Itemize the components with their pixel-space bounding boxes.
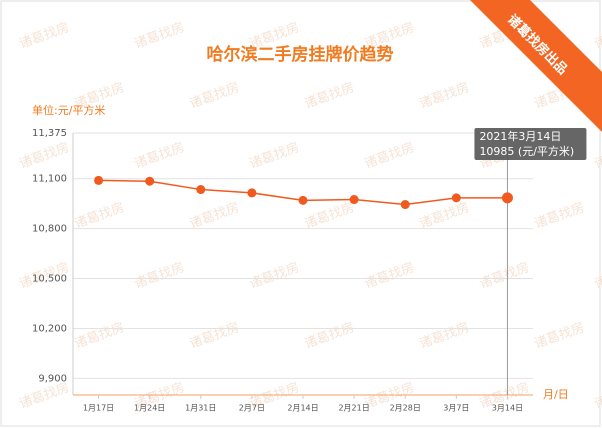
point: [349, 195, 359, 205]
point: [247, 188, 257, 198]
x-tick-label: 1月31日: [185, 404, 216, 413]
x-tick-label: 3月14日: [492, 404, 523, 413]
x-tick-label: 3月7日: [443, 404, 469, 413]
watermark: 诸葛找房: [592, 139, 602, 172]
watermark: 诸葛找房: [592, 19, 602, 52]
y-tick-label: 11,100: [32, 174, 67, 185]
y-tick-label: 9,900: [38, 373, 67, 384]
badge-ribbon: [470, 0, 602, 132]
x-tick-label: 2月7日: [239, 404, 265, 413]
point: [298, 195, 308, 205]
tooltip-value: 10985 (元/平方米): [479, 144, 574, 158]
watermark: 诸葛找房: [592, 259, 602, 292]
x-tick-label: 2月28日: [390, 404, 421, 413]
tooltip-box: [474, 128, 587, 160]
chart-title: 哈尔滨二手房挂牌价趋势: [207, 44, 394, 65]
x-tick-label: 1月24日: [134, 404, 165, 413]
y-tick-label: 10,200: [32, 323, 67, 334]
x-axis-label: 月/日: [543, 388, 569, 401]
y-tick-label: 10,500: [32, 274, 67, 285]
x-tick-label: 2月14日: [287, 404, 318, 413]
y-tick-label: 10,800: [32, 224, 67, 235]
point: [451, 193, 461, 203]
point: [501, 192, 513, 204]
point: [145, 176, 155, 186]
point: [94, 175, 104, 185]
watermark: 诸葛找房: [592, 379, 602, 412]
x-tick-label: 2月21日: [338, 404, 369, 413]
y-tick-label: 11,375: [32, 128, 67, 139]
point: [196, 185, 206, 195]
point: [400, 200, 410, 210]
x-tick-label: 1月17日: [83, 404, 114, 413]
y-axis-label: 单位:元/平方米: [32, 103, 105, 117]
tooltip-date: 2021年3月14日: [479, 129, 561, 143]
